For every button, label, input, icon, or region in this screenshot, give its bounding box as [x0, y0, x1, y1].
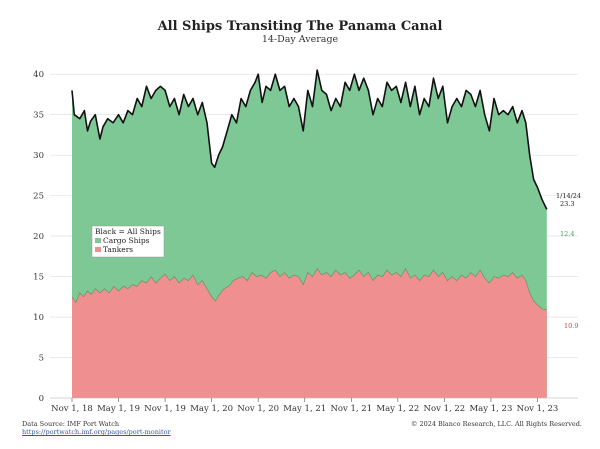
x-tick-label: Nov 1, 21	[330, 404, 372, 414]
legend-all-ships: Black = All Ships	[95, 227, 161, 236]
x-tick-label: May 1, 23	[469, 404, 512, 414]
legend: Black = All Ships Cargo Ships Tankers	[91, 225, 165, 258]
copyright: © 2024 Blanco Research, LLC. All Rights …	[410, 420, 582, 428]
chart-title: All Ships Transiting The Panama Canal	[157, 19, 443, 34]
x-tick-label: Nov 1, 22	[424, 404, 466, 414]
y-tick-label: 40	[33, 70, 44, 80]
x-tick-label: Nov 1, 23	[517, 404, 559, 414]
x-tick-label: Nov 1, 20	[237, 404, 279, 414]
x-tick-label: Nov 1, 18	[51, 404, 93, 414]
y-tick-label: 15	[33, 273, 44, 283]
legend-cargo: Cargo Ships	[103, 236, 150, 245]
x-tick-label: May 1, 20	[190, 404, 233, 414]
data-source: Data Source: IMF Port Watch	[22, 420, 120, 428]
chart-subtitle: 14-Day Average	[262, 34, 339, 45]
y-tick-label: 30	[33, 151, 44, 161]
tankers-line	[71, 267, 547, 311]
legend-box	[91, 225, 165, 258]
end-all-ships-value: 23.3	[560, 200, 574, 208]
y-tick-label: 10	[33, 313, 44, 323]
x-axis: Nov 1, 18 May 1, 19 Nov 1, 19 May 1, 20 Nov …	[50, 397, 578, 414]
x-tick-label: May 1, 21	[283, 404, 326, 414]
source-link-container: https://portwatch.imf.org/pages/port-mon…	[22, 428, 171, 436]
all-ships-line	[71, 69, 548, 210]
end-tankers-value: 10.9	[564, 322, 578, 330]
y-tick-label: 20	[33, 232, 44, 242]
x-tick-label: May 1, 19	[97, 404, 140, 414]
end-date-label: 1/14/24	[556, 192, 581, 200]
x-tick-label: Nov 1, 19	[144, 404, 186, 414]
y-tick-label: 35	[33, 111, 44, 121]
y-axis: 0 5 10 15 20 25 30 35 40	[33, 70, 44, 404]
legend-tankers: Tankers	[103, 245, 133, 254]
x-tick-label: May 1, 22	[376, 404, 419, 414]
legend-cargo-swatch	[95, 238, 101, 243]
tankers-area	[72, 268, 547, 398]
end-cargo-value: 12.4	[560, 230, 574, 238]
y-tick-label: 0	[39, 394, 44, 404]
source-link[interactable]: https://portwatch.imf.org/pages/port-mon…	[22, 428, 171, 436]
y-tick-label: 25	[33, 192, 44, 202]
y-tick-label: 5	[39, 354, 44, 364]
legend-tankers-swatch	[95, 247, 101, 252]
plot-areas	[71, 69, 548, 398]
